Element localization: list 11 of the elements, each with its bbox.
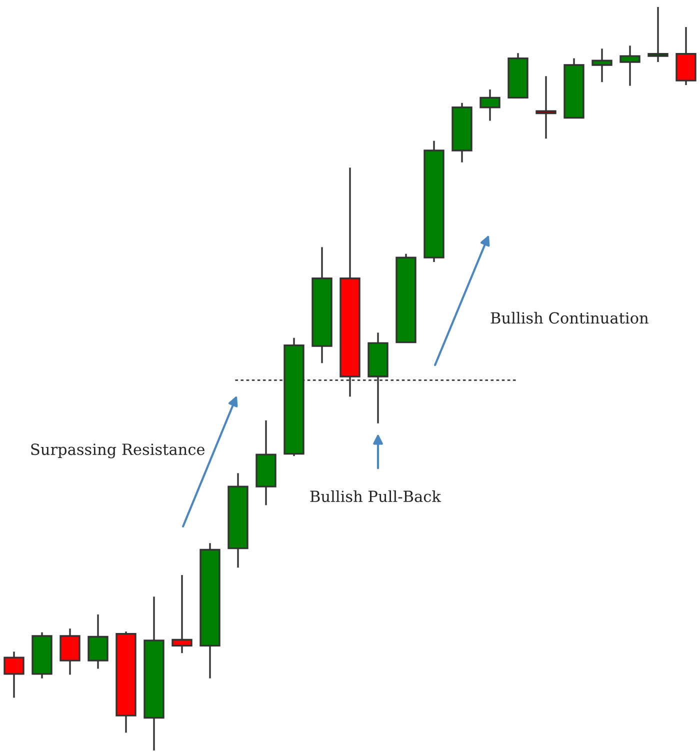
candlestick	[592, 48, 612, 83]
annotation: Surpassing Resistance	[31, 444, 205, 458]
candlestick	[620, 44, 640, 87]
candlestick	[172, 574, 192, 654]
annotation: Bullish Continuation	[490, 312, 648, 324]
annotation: Bullish Pull-Back	[310, 490, 442, 502]
candlestick	[4, 650, 24, 699]
candlestick	[88, 614, 108, 670]
candlestick	[648, 6, 668, 63]
candlestick	[480, 88, 500, 122]
candlestick	[536, 75, 556, 140]
